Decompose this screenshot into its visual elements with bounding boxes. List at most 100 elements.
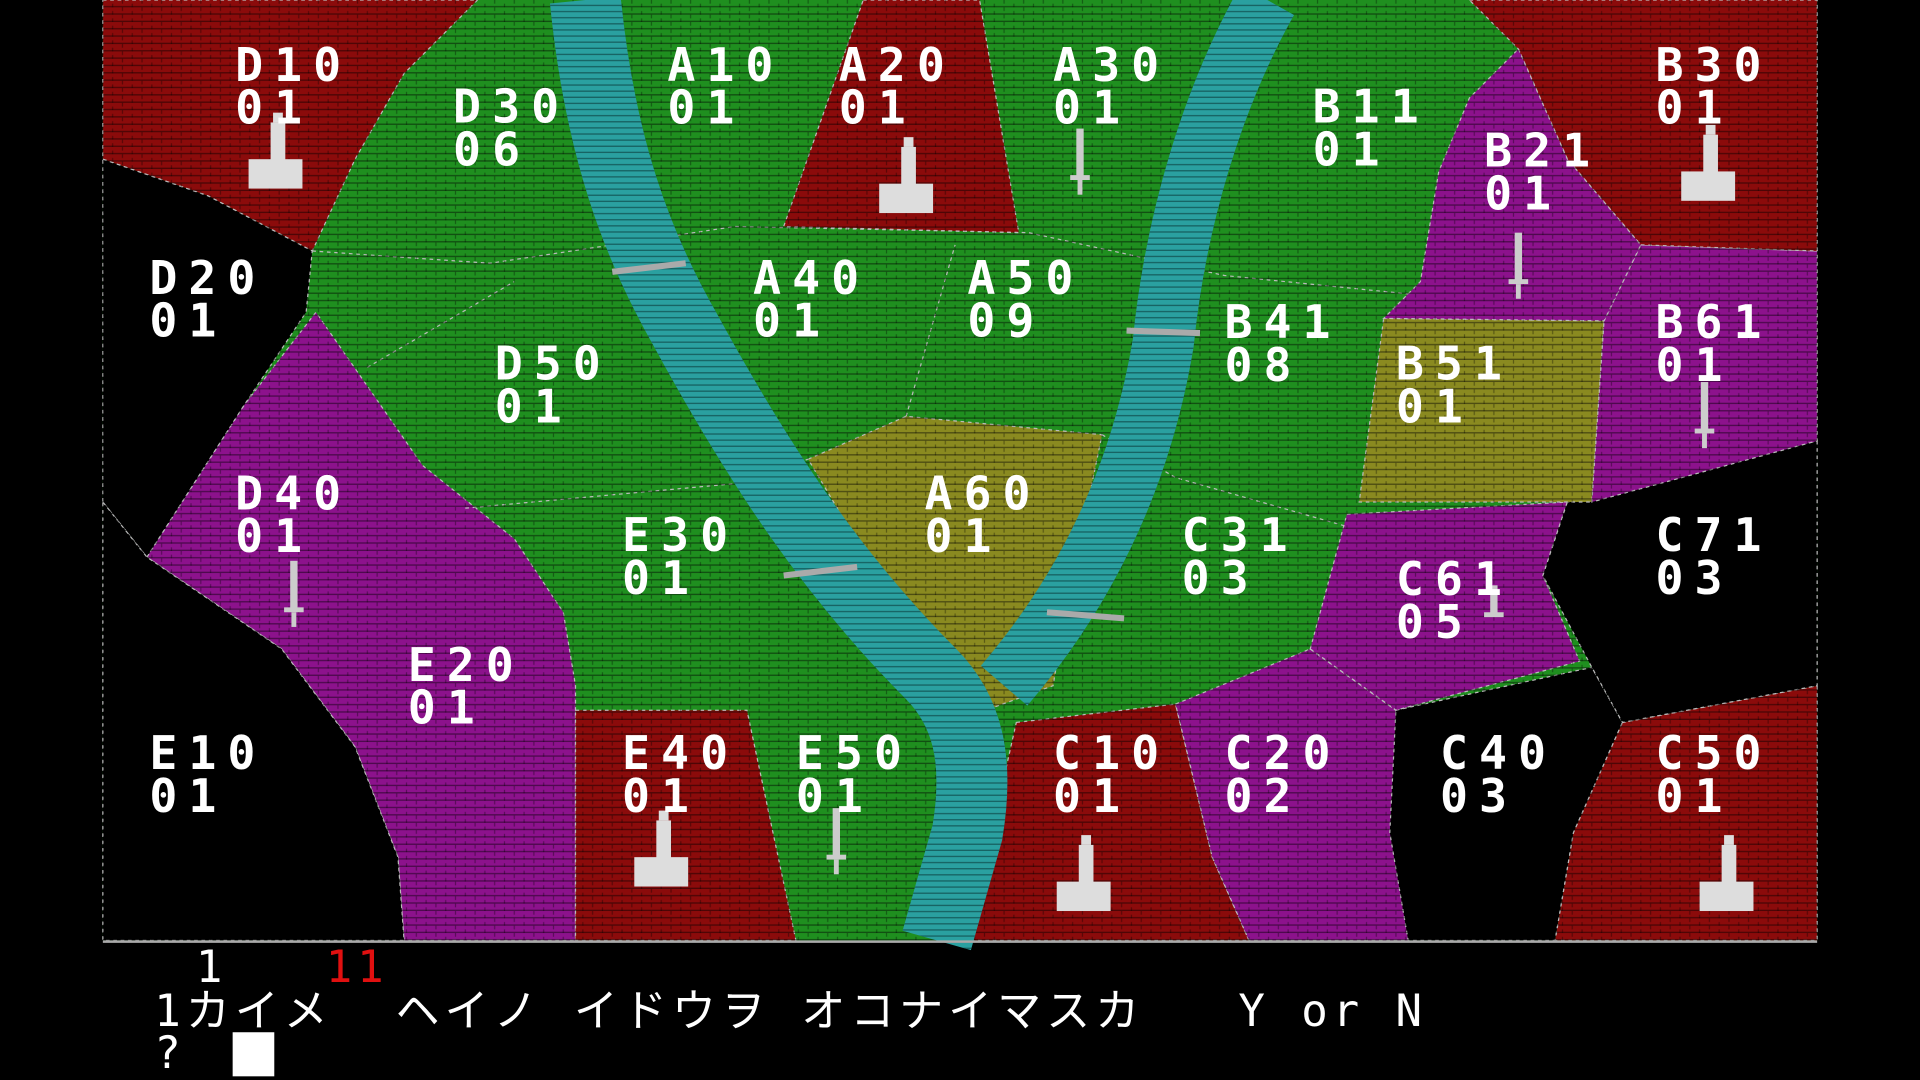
- region-id: C20: [1224, 726, 1341, 780]
- region-id: E50: [796, 726, 913, 780]
- region-id: A60: [924, 466, 1041, 520]
- castle-icon: [1699, 835, 1754, 912]
- region-id: C71: [1656, 508, 1773, 562]
- castle-icon: [634, 810, 689, 887]
- region-value: 01: [1053, 769, 1131, 823]
- region-value: 01: [1313, 122, 1391, 176]
- region-value: 01: [622, 769, 700, 823]
- region-id: D40: [235, 466, 352, 520]
- region-value: 01: [796, 769, 874, 823]
- region-value: 01: [149, 294, 227, 348]
- sword-icon: [1694, 382, 1715, 449]
- region-id: D20: [149, 251, 266, 305]
- prompt-line: 1カイメ ヘイノ イドウヲ オコナイマスカ Y or N: [154, 986, 1427, 1037]
- input-prompt: ?: [154, 1028, 185, 1079]
- region-value: 01: [667, 81, 745, 135]
- turn-number: 1: [196, 942, 227, 993]
- region-value: 01: [1656, 769, 1734, 823]
- region-value: 01: [235, 81, 313, 135]
- region-id: A20: [839, 38, 956, 92]
- region-id: D10: [235, 38, 352, 92]
- sword-icon: [826, 808, 847, 875]
- region-value: 01: [235, 509, 313, 563]
- castle-icon: [1056, 835, 1111, 912]
- region-value: 03: [1440, 769, 1518, 823]
- region-value: 08: [1224, 338, 1302, 392]
- region-id: B41: [1224, 295, 1341, 349]
- region-id: C40: [1440, 726, 1557, 780]
- region-id: E30: [622, 508, 739, 562]
- region-value: 03: [1182, 551, 1260, 605]
- region-value: 05: [1396, 595, 1474, 649]
- region-id: C61: [1396, 552, 1513, 606]
- sword-icon: [1484, 585, 1504, 618]
- region-id: A10: [667, 38, 784, 92]
- region-value: 03: [1656, 551, 1734, 605]
- castle-icon: [248, 112, 303, 189]
- region-value: 01: [622, 551, 700, 605]
- region-id: B61: [1656, 295, 1773, 349]
- region-id: A30: [1053, 38, 1170, 92]
- red-number: 11: [326, 942, 389, 993]
- bridges: [611, 260, 1201, 622]
- region-id: D30: [453, 79, 570, 133]
- region-id: E20: [408, 638, 525, 692]
- region-value: 01: [753, 294, 831, 348]
- bridge: [1046, 609, 1125, 622]
- castles: [248, 112, 1754, 912]
- region-id: D50: [495, 337, 612, 391]
- bridge: [611, 260, 687, 275]
- region-value: 01: [1656, 81, 1734, 135]
- region-value: 01: [1484, 166, 1562, 220]
- region-id: A40: [753, 251, 870, 305]
- region-id: E40: [622, 726, 739, 780]
- region-value: 01: [1396, 379, 1474, 433]
- region-id: B30: [1656, 38, 1773, 92]
- region-value: 01: [839, 81, 917, 135]
- region-value: 01: [1656, 338, 1734, 392]
- input-cursor[interactable]: [232, 1032, 275, 1077]
- region-value: 01: [495, 379, 573, 433]
- console: 1 11 1カイメ ヘイノ イドウヲ オコナイマスカ Y or N ?: [154, 942, 1427, 1079]
- sword-icon: [1070, 128, 1090, 195]
- swords: [284, 128, 1715, 875]
- region-id: E10: [149, 726, 266, 780]
- region-id: C31: [1182, 508, 1299, 562]
- region-id: A50: [967, 251, 1084, 305]
- castle-icon: [1681, 124, 1736, 201]
- castle-icon: [879, 137, 934, 214]
- region-value: 02: [1224, 769, 1302, 823]
- region-id: B21: [1484, 124, 1601, 178]
- sword-icon: [1508, 232, 1529, 299]
- region-id: B51: [1396, 337, 1513, 391]
- region-id: C50: [1656, 726, 1773, 780]
- region-id: C10: [1053, 726, 1170, 780]
